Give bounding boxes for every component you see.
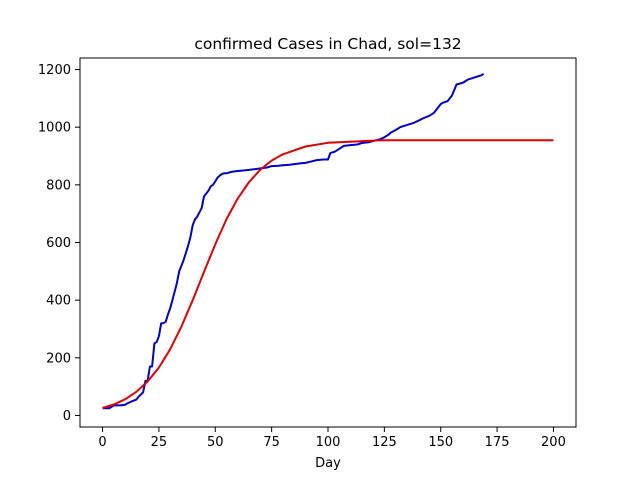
x-tick-label: 25: [151, 435, 168, 450]
x-tick-label: 125: [372, 435, 397, 450]
y-tick-label: 1200: [38, 63, 71, 78]
series-line-1: [102, 139, 554, 409]
x-tick-label: 75: [263, 435, 280, 450]
plot-area: 0 25 50 75 100 125 150 175 200 0 200 400 600 800 1000 1…: [38, 57, 577, 450]
x-tick-label: 100: [316, 435, 341, 450]
x-axis-label: Day: [315, 456, 341, 471]
x-tick-label: 150: [428, 435, 453, 450]
x-tick-label: 200: [541, 435, 566, 450]
x-tick-label: 175: [485, 435, 510, 450]
y-tick-label: 1000: [38, 121, 71, 136]
y-tick-label: 600: [46, 236, 71, 251]
y-tick-label: 0: [63, 409, 71, 424]
y-tick-label: 200: [46, 351, 71, 366]
series-line-0: [102, 73, 485, 410]
chart-title: confirmed Cases in Chad, sol=132: [194, 35, 461, 53]
x-tick-label: 0: [98, 435, 106, 450]
x-tick-label: 50: [207, 435, 224, 450]
y-tick-label: 800: [46, 178, 71, 193]
y-tick-label: 400: [46, 294, 71, 309]
